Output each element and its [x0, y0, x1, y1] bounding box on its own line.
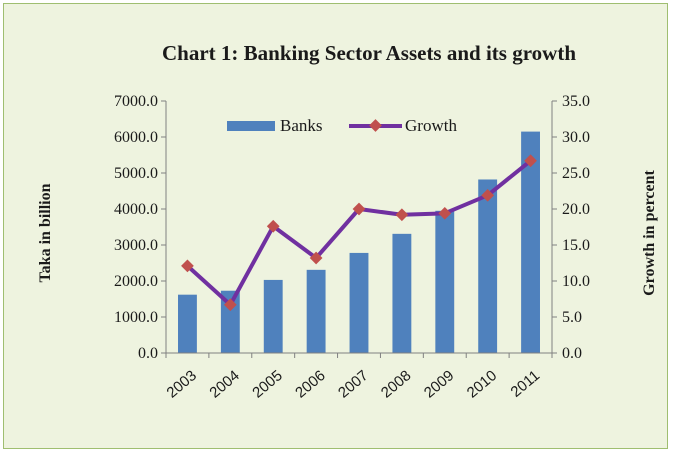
chart-title: Chart 1: Banking Sector Assets and its g…: [162, 41, 576, 65]
right-tick-label: 25.0: [562, 165, 590, 182]
left-tick-label: 1000.0: [114, 309, 158, 326]
growth-point-2006: [309, 251, 323, 265]
x-tick-label: 2007: [335, 367, 371, 401]
x-tick-label: 2004: [206, 367, 242, 401]
right-tick-label: 30.0: [562, 129, 590, 146]
bars-group: [178, 131, 540, 353]
right-tick-label: 10.0: [562, 273, 590, 290]
axes: [165, 101, 553, 354]
growth-point-2008: [395, 208, 409, 222]
growth-point-2007: [352, 202, 366, 216]
right-axis-title: Growth in percent: [641, 170, 658, 296]
bar-2011: [521, 131, 540, 353]
left-tick-label: 6000.0: [114, 129, 158, 146]
bar-2007: [349, 252, 369, 353]
right-tick-label: 5.0: [562, 309, 582, 326]
bar-2010: [478, 179, 498, 353]
growth-line-group: [181, 154, 537, 312]
x-tick-label: 2010: [464, 367, 500, 401]
left-tick-label: 5000.0: [114, 165, 158, 182]
bar-2003: [178, 294, 197, 353]
right-tick-label: 35.0: [562, 93, 590, 110]
right-tick-label: 15.0: [562, 237, 590, 254]
legend-growth-marker: [369, 119, 382, 132]
x-axis: 2003 2004 2005 2006 2007 2008 2009 2010 2011: [164, 353, 553, 402]
chart-frame: Chart 1: Banking Sector Assets and its g…: [3, 3, 668, 449]
left-axis-title: Taka in billion: [37, 183, 54, 282]
growth-point-2004: [223, 298, 237, 312]
x-tick-label: 2009: [421, 367, 457, 401]
left-tick-label: 0.0: [138, 345, 158, 362]
left-tick-label: 3000.0: [114, 237, 158, 254]
growth-point-2010: [481, 188, 495, 202]
right-y-axis: 0.0 5.0 10.0 15.0 20.0 25.0 30.0 35.0: [552, 93, 590, 362]
bar-2006: [306, 269, 326, 353]
x-tick-label: 2006: [292, 367, 328, 401]
x-tick-label: 2008: [378, 367, 414, 401]
x-tick-label: 2005: [249, 367, 285, 401]
x-tick-label: 2003: [164, 367, 200, 401]
left-y-axis: 0.0 1000.0 2000.0 3000.0 4000.0 5000.0 6000.0 7…: [114, 93, 166, 362]
legend-banks-swatch: [227, 121, 275, 131]
growth-point-2003: [181, 259, 194, 273]
right-tick-label: 20.0: [562, 201, 590, 218]
legend-growth-label: Growth: [405, 116, 457, 135]
growth-point-2005: [266, 219, 280, 233]
chart: Chart 1: Banking Sector Assets and its g…: [37, 41, 658, 402]
bar-2008: [392, 233, 412, 353]
right-tick-label: 0.0: [562, 345, 582, 362]
legend: Banks Growth: [227, 116, 457, 135]
left-tick-label: 4000.0: [114, 201, 158, 218]
growth-point-2009: [438, 206, 452, 220]
left-tick-label: 7000.0: [114, 93, 158, 110]
bar-2009: [435, 210, 455, 353]
left-tick-label: 2000.0: [114, 273, 158, 290]
x-tick-label: 2011: [507, 367, 543, 401]
bar-2005: [263, 279, 283, 353]
legend-banks-label: Banks: [280, 116, 323, 135]
